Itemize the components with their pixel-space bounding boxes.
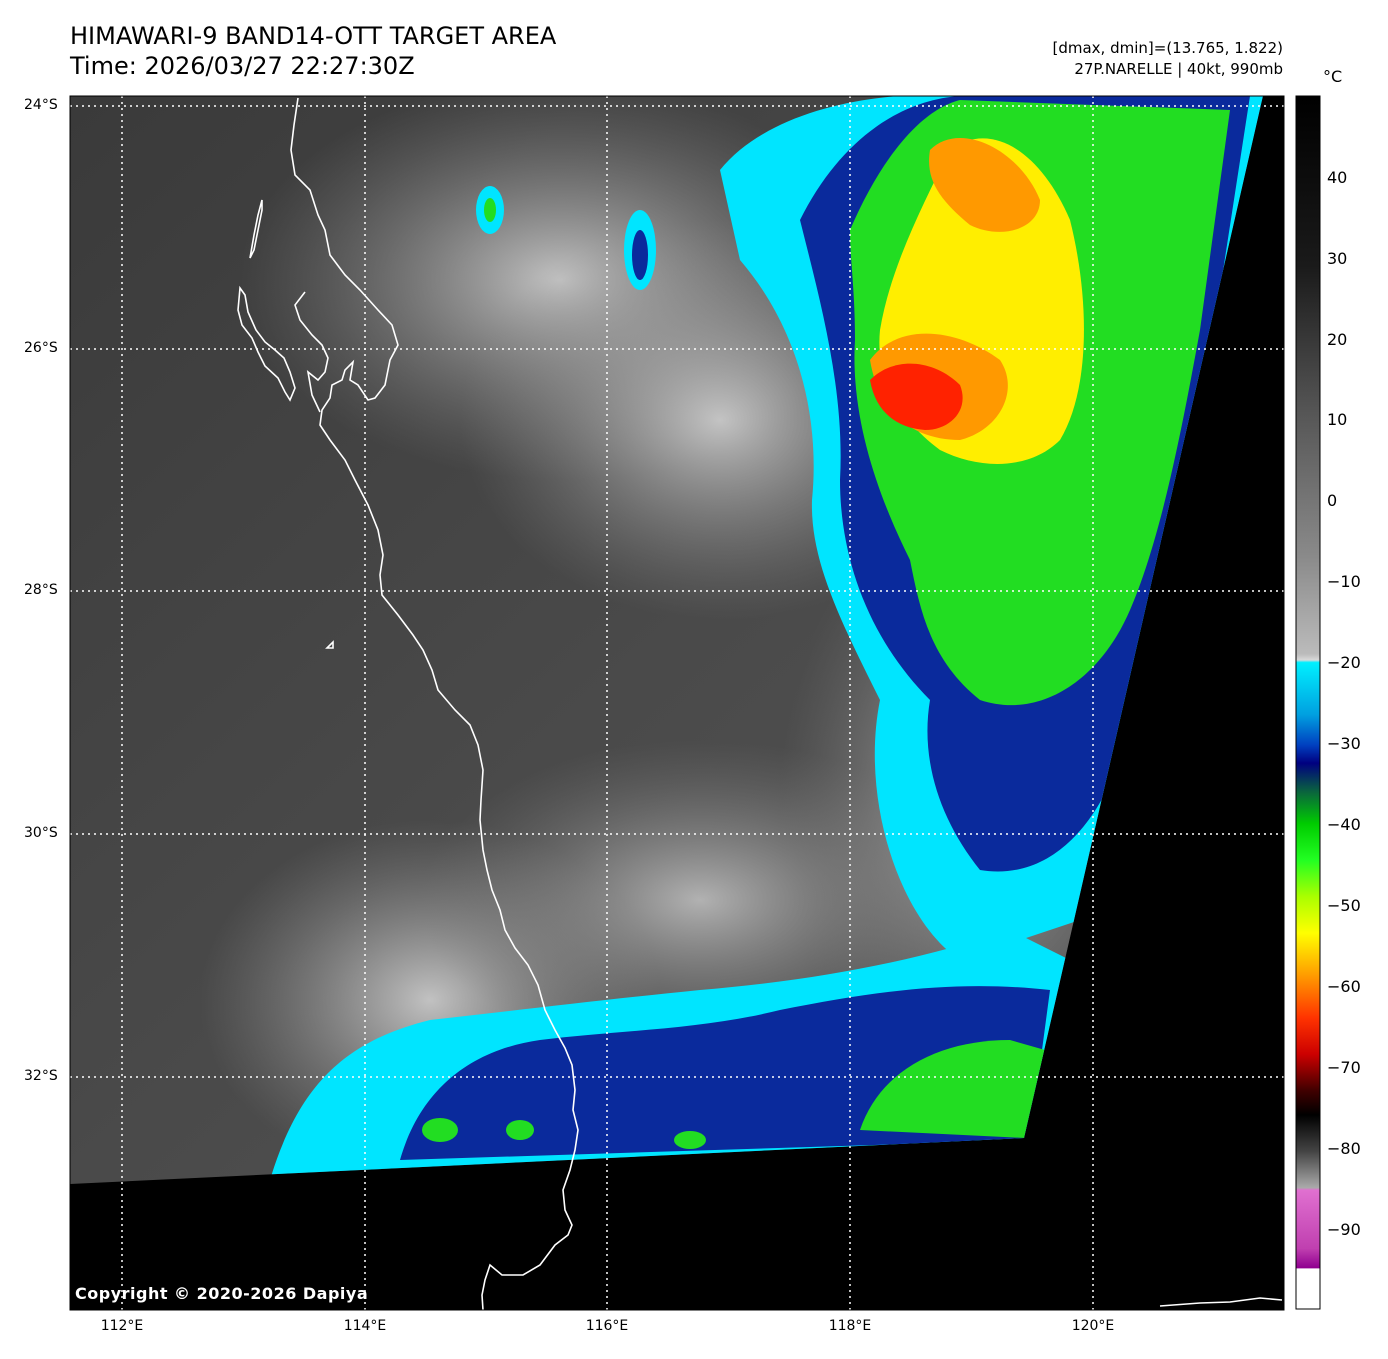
colorbar-tick: −70 [1327,1058,1361,1077]
convective-core-red [870,363,963,430]
lat-label-26s: 26°S [24,340,58,356]
lat-label-24s: 24°S [24,97,58,113]
satellite-swath [70,96,1263,1184]
map-border [69,95,1285,1311]
dmax-dmin-readout: [dmax, dmin]=(13.765, 1.822) [1052,39,1284,57]
colorbar-tick: −60 [1327,977,1361,996]
lon-label-118e: 118°E [828,1318,872,1334]
title-line-1: HIMAWARI-9 BAND14-OTT TARGET AREA [70,22,557,50]
colorbar-tick: 30 [1327,249,1348,268]
lat-label-30s: 30°S [24,825,58,841]
lon-label-112e: 112°E [100,1318,144,1334]
graticule [70,96,1284,1310]
colorbar-tick: 10 [1327,410,1348,429]
colorbar-tick: −30 [1327,734,1361,753]
colorbar-tick: −90 [1327,1220,1361,1239]
colorbar [1295,95,1321,1310]
colorbar-tick: −40 [1327,815,1361,834]
colorbar-tick: 40 [1327,168,1348,187]
lon-label-116e: 116°E [585,1318,629,1334]
southern-band-green [860,1040,1045,1138]
colorbar-tick: −50 [1327,896,1361,915]
coastline [237,97,1283,1311]
lon-label-120e: 120°E [1071,1318,1115,1334]
colorbar-tick: 0 [1327,491,1338,510]
lat-label-32s: 32°S [24,1068,58,1084]
colorbar-unit: °C [1323,67,1343,86]
lon-label-114e: 114°E [343,1318,387,1334]
colorbar-tick: −10 [1327,572,1361,591]
title-line-2: Time: 2026/03/27 22:27:30Z [70,52,415,80]
colorbar-tick: 20 [1327,330,1348,349]
lat-label-28s: 28°S [24,582,58,598]
colorbar-tick: −20 [1327,653,1361,672]
copyright-notice: Copyright © 2020-2026 Dapiya [75,1284,369,1303]
storm-info: 27P.NARELLE | 40kt, 990mb [1074,60,1283,78]
colorbar-tick: −80 [1327,1139,1361,1158]
